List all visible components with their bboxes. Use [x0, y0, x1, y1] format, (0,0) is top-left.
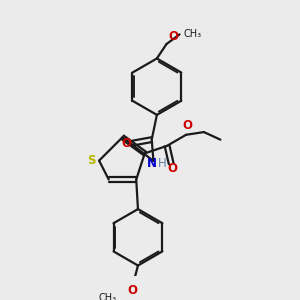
Text: O: O [168, 30, 178, 43]
Text: H: H [158, 157, 167, 169]
Text: O: O [182, 119, 192, 132]
Text: O: O [167, 162, 177, 175]
Text: S: S [87, 154, 96, 167]
Text: O: O [122, 136, 132, 150]
Text: CH₃: CH₃ [98, 293, 117, 300]
Text: CH₃: CH₃ [184, 29, 202, 39]
Text: O: O [128, 284, 137, 297]
Text: N: N [147, 157, 157, 169]
